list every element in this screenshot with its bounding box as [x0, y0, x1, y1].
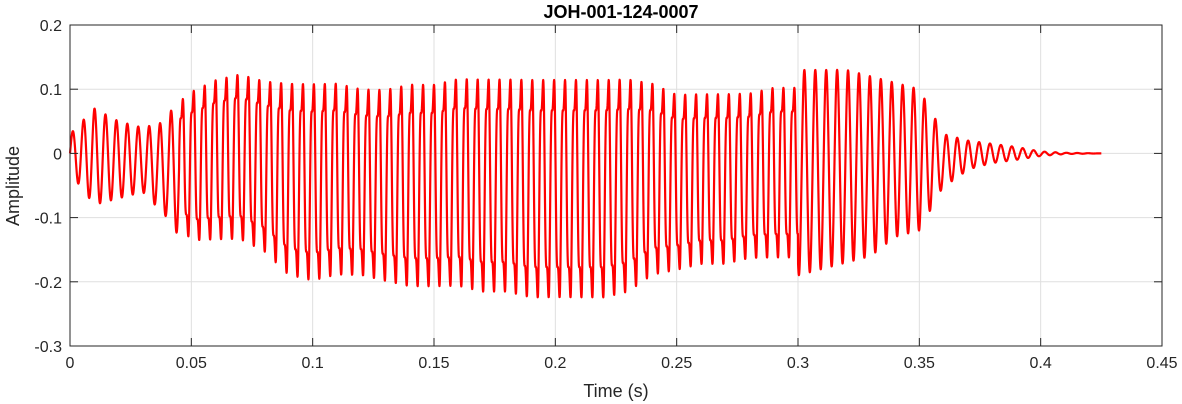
x-tick-label: 0.25 [661, 355, 692, 372]
y-tick-label: 0 [53, 146, 62, 163]
chart-title: JOH-001-124-0007 [543, 2, 698, 22]
x-tick-label: 0.45 [1146, 355, 1177, 372]
y-tick-labels: 0.2 0.1 0 -0.1 -0.2 -0.3 [34, 18, 62, 356]
axes-box [69, 24, 1163, 347]
y-tick-label: -0.1 [34, 211, 62, 228]
x-tick-label: 0.3 [787, 355, 809, 372]
y-axis-label: Amplitude [3, 146, 23, 226]
y-tick-label: -0.2 [34, 275, 62, 292]
y-tick-label: 0.1 [40, 82, 62, 99]
x-tick-label: 0.35 [904, 355, 935, 372]
x-tick-label: 0 [66, 355, 75, 372]
plot-area: 0 0.05 0.1 0.15 0.2 0.25 0.3 0.35 0.4 0.45 0.2 0.1… [34, 18, 1177, 372]
signal-line [68, 68, 1103, 299]
x-tick-label: 0.4 [1030, 355, 1052, 372]
tick-marks [69, 24, 1163, 347]
x-axis-label: Time (s) [583, 381, 648, 401]
x-tick-label: 0.05 [176, 355, 207, 372]
x-tick-label: 0.2 [544, 355, 566, 372]
y-tick-label: 0.2 [40, 18, 62, 35]
x-tick-label: 0.1 [302, 355, 324, 372]
y-tick-label: -0.3 [34, 339, 62, 356]
x-tick-label: 0.15 [418, 355, 449, 372]
x-tick-labels: 0 0.05 0.1 0.15 0.2 0.25 0.3 0.35 0.4 0.45 [66, 355, 1178, 372]
